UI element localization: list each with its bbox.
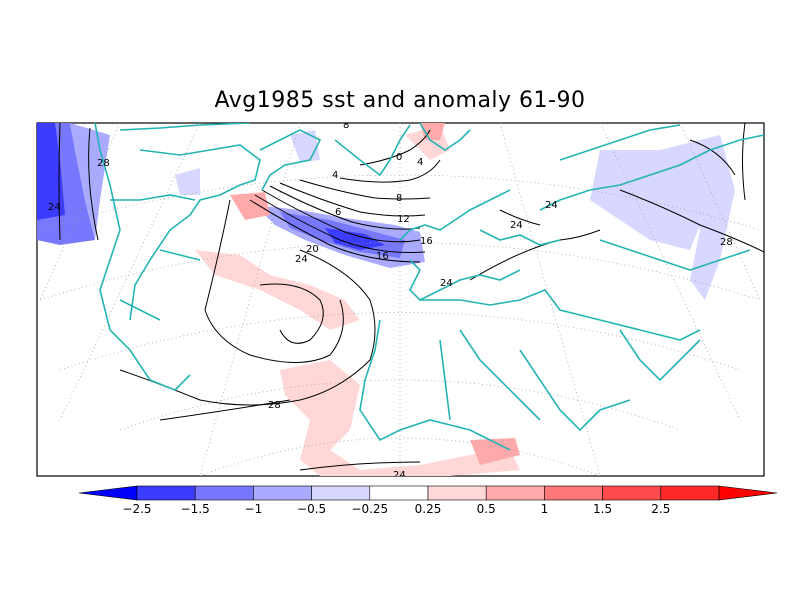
colorbar-segment — [544, 485, 603, 501]
contour-label: 24 — [510, 220, 523, 231]
anomaly-negative-east — [660, 135, 735, 300]
contour-label: 24 — [48, 202, 61, 213]
contour-label: 16 — [376, 251, 389, 262]
colorbar-segment — [369, 485, 429, 501]
colorbar-segment — [660, 485, 720, 501]
colorbar-tick-label: −1.5 — [181, 502, 210, 516]
contour-labels: 0 4 8 12 16 20 24 28 6 4 16 24 28 24 28 … — [48, 120, 733, 481]
contour-label: 28 — [97, 158, 110, 169]
contour-label: 24 — [440, 278, 453, 289]
colorbar-tick-label: −1 — [245, 502, 263, 516]
contour-label: 28 — [720, 237, 733, 248]
anomaly-positive-midatlantic — [195, 250, 360, 330]
sst-contours — [58, 123, 764, 471]
colorbar-segment — [136, 485, 196, 501]
contour-label: 24 — [545, 200, 558, 211]
anomaly-negative-west-deep — [37, 123, 65, 220]
contour-label: 24 — [295, 254, 308, 265]
colorbar-tick-label: −0.5 — [297, 502, 326, 516]
contour-label: 4 — [417, 157, 423, 168]
contour-label: 20 — [306, 244, 319, 255]
anomaly-negative-gulf — [175, 168, 200, 195]
anomaly-positive-guinea — [470, 438, 520, 465]
colorbar-tick-label: −2.5 — [122, 502, 151, 516]
colorbar-tick-label: 0.5 — [477, 502, 496, 516]
colorbar: −2.5 −1.5 −1 −0.5 −0.25 0.25 0.5 1 1.5 2.5 — [78, 485, 778, 516]
contour-label: 16 — [420, 236, 433, 247]
anomaly-negative-atlantic-core — [325, 228, 385, 250]
coastlines — [94, 123, 764, 451]
colorbar-segment — [427, 485, 487, 501]
contour-label: 6 — [335, 207, 341, 218]
colorbar-segment — [253, 485, 312, 501]
colorbar-segment — [311, 485, 371, 501]
colorbar-segment — [485, 485, 545, 501]
contour-label: 24 — [393, 470, 406, 481]
colorbar-tick-label: −0.25 — [351, 502, 388, 516]
map-title: Avg1985 sst and anomaly 61-90 — [214, 88, 586, 113]
colorbar-tick-label: 1.5 — [593, 502, 612, 516]
colorbar-segment — [602, 485, 662, 501]
contour-label: 12 — [397, 214, 410, 225]
colorbar-arrow-left — [78, 485, 138, 501]
colorbar-arrow-right — [718, 485, 778, 501]
colorbar-tick-label: 2.5 — [651, 502, 670, 516]
contour-label: 8 — [343, 120, 349, 131]
contour-label: 0 — [396, 152, 402, 163]
contour-label: 4 — [332, 170, 338, 181]
contour-label: 28 — [268, 400, 281, 411]
colorbar-tick-label: 1 — [541, 502, 549, 516]
colorbar-segment — [194, 485, 254, 501]
colorbar-tick-label: 0.25 — [415, 502, 442, 516]
anomaly-positive-tropics — [280, 360, 520, 476]
anomaly-positive-newfoundland — [230, 192, 270, 220]
graticule — [39, 123, 761, 476]
contour-label: 8 — [396, 193, 402, 204]
